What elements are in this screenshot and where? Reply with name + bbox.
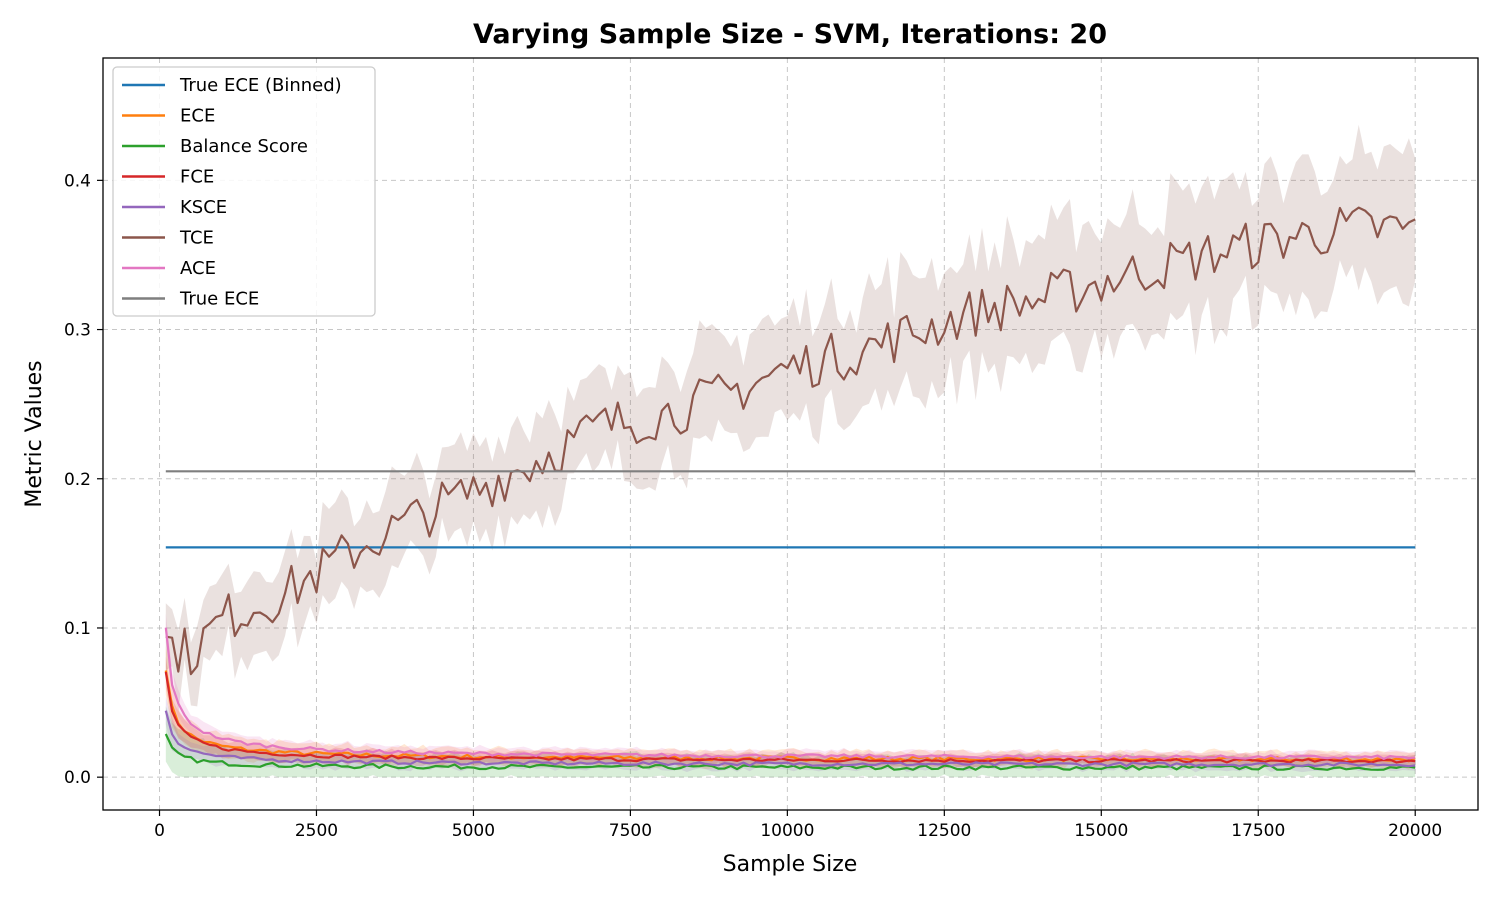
band-ece (165, 646, 1416, 770)
x-tick-label: 10000 (760, 821, 814, 841)
line-fce (164, 671, 1416, 764)
legend: True ECE (Binned) ECE Balance Score FCE KSCE… (112, 66, 376, 317)
axis-ticks: 0 2500 5000 7500 10000 12500 15000 17500 20000 0.… (64, 171, 1442, 841)
line-ksce (164, 710, 1416, 768)
legend-label: True ECE (Binned) (179, 75, 342, 96)
grid (103, 58, 1478, 810)
legend-label: FCE (180, 167, 214, 188)
y-tick-label: 0.3 (64, 321, 91, 341)
band-tce (165, 124, 1416, 713)
y-axis-label: Metric Values (22, 360, 47, 507)
legend-label: ACE (180, 258, 216, 279)
x-tick-label: 20000 (1388, 821, 1442, 841)
legend-label: KSCE (180, 197, 227, 218)
x-tick-label: 7500 (609, 821, 652, 841)
plot-frame (102, 57, 1479, 811)
y-tick-label: 0.4 (64, 171, 91, 191)
series-lines (164, 206, 1416, 771)
x-tick-label: 12500 (917, 821, 971, 841)
legend-label: Balance Score (180, 136, 308, 157)
x-tick-label: 5000 (452, 821, 495, 841)
band-fce (165, 656, 1416, 769)
legend-label: TCE (179, 228, 214, 249)
chart-title: Varying Sample Size - SVM, Iterations: 2… (473, 19, 1107, 50)
line-ace (164, 627, 1416, 761)
x-tick-label: 15000 (1074, 821, 1128, 841)
legend-label: True ECE (179, 289, 259, 310)
y-tick-label: 0.2 (64, 470, 91, 490)
x-tick-label: 2500 (295, 821, 338, 841)
y-tick-label: 0.0 (64, 768, 91, 788)
y-tick-label: 0.1 (64, 619, 91, 639)
legend-box (112, 66, 376, 317)
x-axis-label: Sample Size (723, 852, 858, 877)
legend-label: ECE (180, 106, 215, 127)
line-tce (165, 206, 1416, 676)
x-tick-label: 17500 (1231, 821, 1285, 841)
x-tick-label: 0 (154, 821, 165, 841)
